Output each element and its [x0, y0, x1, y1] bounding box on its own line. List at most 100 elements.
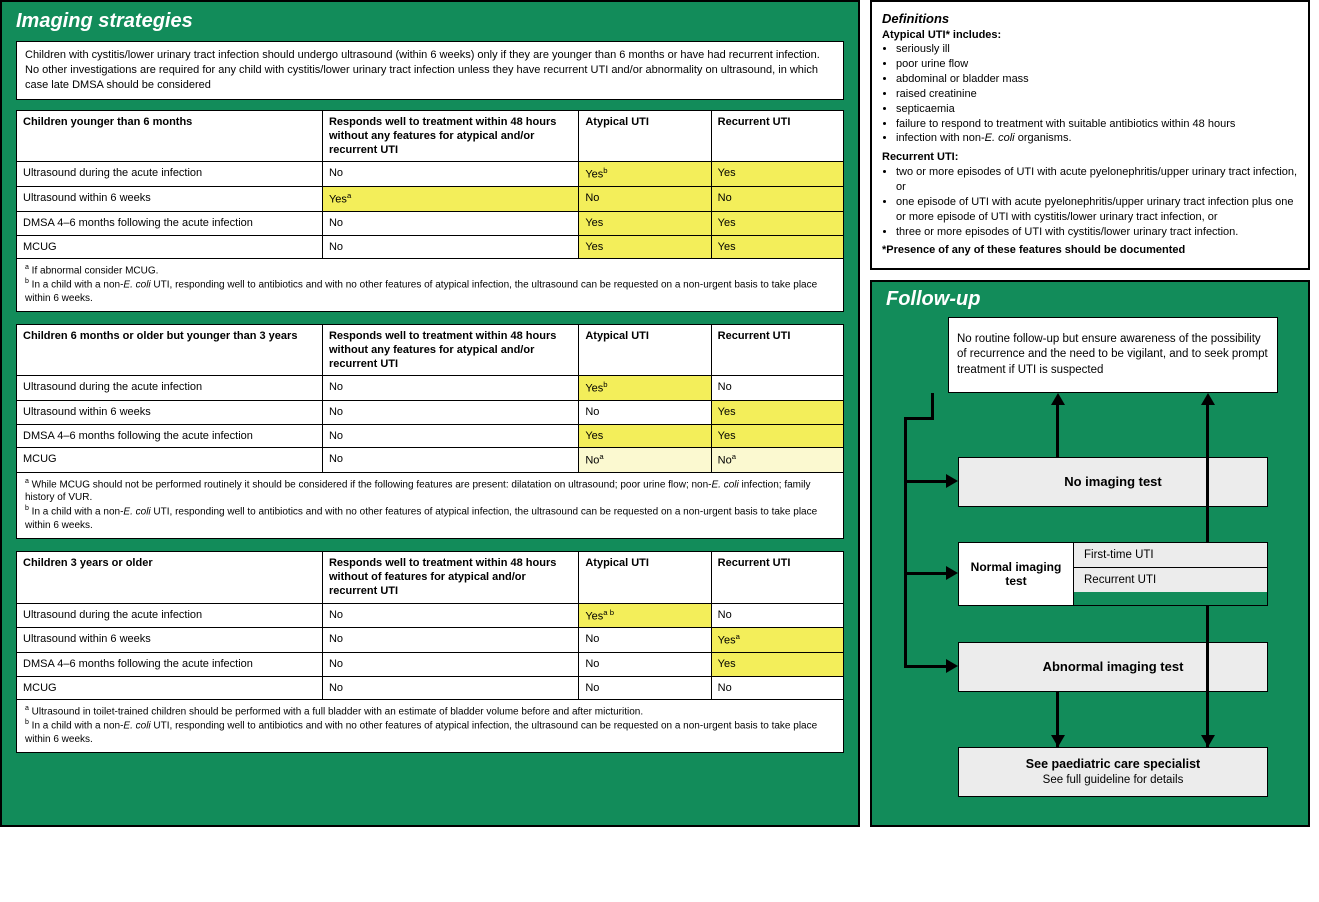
definitions-panel: Definitions Atypical UTI* includes: seri…	[870, 0, 1310, 270]
arrow-abnormal	[946, 659, 958, 673]
table-row: MCUGNoYesYes	[17, 235, 844, 258]
table-footnotes: a Ultrasound in toilet-trained children …	[16, 700, 844, 753]
table-row: Ultrasound within 6 weeksNoNoYes	[17, 401, 844, 424]
value-cell: Yes	[579, 424, 711, 447]
value-cell: Noa	[711, 448, 843, 473]
value-cell: Yes	[711, 401, 843, 424]
normal-imaging-label: Normal imaging test	[959, 543, 1074, 605]
arrow-noimaging	[946, 474, 958, 488]
value-cell: No	[711, 376, 843, 401]
arrowhead-up-noimaging	[1051, 393, 1065, 405]
value-cell: No	[322, 376, 578, 401]
normal-imaging-test-box: Normal imaging test First-time UTI Recur…	[958, 542, 1268, 606]
followup-flowchart: No routine follow-up but ensure awarenes…	[886, 317, 1294, 807]
arrowhead-down-recurrent	[1201, 735, 1215, 747]
value-cell: No	[322, 676, 578, 699]
table-header: Responds well to treatment within 48 hou…	[322, 324, 578, 376]
table-row: Ultrasound within 6 weeksNoNoYesa	[17, 628, 844, 653]
footnote: b In a child with a non-E. coli UTI, res…	[25, 504, 835, 531]
arrow-normal	[946, 566, 958, 580]
footnote: a If abnormal consider MCUG.	[25, 263, 835, 277]
table-footnotes: a If abnormal consider MCUG.b In a child…	[16, 259, 844, 312]
value-cell: No	[322, 235, 578, 258]
list-item: infection with non-E. coli organisms.	[896, 131, 1298, 146]
list-item: one episode of UTI with acute pyelonephr…	[896, 195, 1298, 225]
footnote: a While MCUG should not be performed rou…	[25, 477, 835, 504]
table-row: MCUGNoNoaNoa	[17, 448, 844, 473]
flow-top-stub-v	[931, 393, 934, 420]
arrowhead-up-normal	[1201, 393, 1215, 405]
value-cell: No	[322, 424, 578, 447]
table-row: Ultrasound during the acute infectionNoY…	[17, 603, 844, 628]
imaging-table: Children younger than 6 monthsResponds w…	[16, 110, 844, 259]
definitions-header: Definitions	[882, 10, 1298, 28]
value-cell: Yes	[579, 235, 711, 258]
abnormal-imaging-test-box: Abnormal imaging test	[958, 642, 1268, 692]
list-item: failure to respond to treatment with sui…	[896, 117, 1298, 132]
specialist-box: See paediatric care specialist See full …	[958, 747, 1268, 797]
table-row: DMSA 4–6 months following the acute infe…	[17, 424, 844, 447]
value-cell: No	[711, 603, 843, 628]
imaging-table: Children 6 months or older but younger t…	[16, 324, 844, 473]
value-cell: Yes	[711, 653, 843, 676]
test-cell: Ultrasound within 6 weeks	[17, 628, 323, 653]
recurrent-uti-list: two or more episodes of UTI with acute p…	[882, 165, 1298, 239]
value-cell: No	[579, 653, 711, 676]
value-cell: No	[579, 401, 711, 424]
table-header: Recurrent UTI	[711, 551, 843, 603]
table-header: Children 3 years or older	[17, 551, 323, 603]
value-cell: Yes	[711, 162, 843, 187]
table-row: MCUGNoNoNo	[17, 676, 844, 699]
imaging-table: Children 3 years or olderResponds well t…	[16, 551, 844, 700]
value-cell: Yesa b	[579, 603, 711, 628]
table-header: Atypical UTI	[579, 551, 711, 603]
table-header: Responds well to treatment within 48 hou…	[322, 551, 578, 603]
list-item: poor urine flow	[896, 57, 1298, 72]
value-cell: Noa	[579, 448, 711, 473]
test-cell: DMSA 4–6 months following the acute infe…	[17, 424, 323, 447]
list-item: two or more episodes of UTI with acute p…	[896, 165, 1298, 195]
value-cell: No	[322, 162, 578, 187]
flow-branch-normal	[904, 572, 948, 575]
value-cell: Yesb	[579, 162, 711, 187]
test-cell: DMSA 4–6 months following the acute infe…	[17, 653, 323, 676]
flow-top-stub	[904, 417, 934, 420]
value-cell: No	[322, 603, 578, 628]
test-cell: Ultrasound during the acute infection	[17, 162, 323, 187]
value-cell: No	[322, 212, 578, 235]
flow-branch-noimaging	[904, 480, 948, 483]
value-cell: No	[322, 628, 578, 653]
recurrent-uti-label: Recurrent UTI:	[882, 150, 1298, 165]
test-cell: Ultrasound within 6 weeks	[17, 401, 323, 424]
test-cell: DMSA 4–6 months following the acute infe…	[17, 212, 323, 235]
normal-recurrent-uti: Recurrent UTI	[1074, 568, 1267, 592]
definitions-footnote: *Presence of any of these features shoul…	[882, 243, 1298, 258]
imaging-intro: Children with cystitis/lower urinary tra…	[16, 41, 844, 100]
followup-panel: Follow-up No routine follow-up but ensur…	[870, 280, 1310, 827]
value-cell: No	[711, 187, 843, 212]
table-header: Atypical UTI	[579, 324, 711, 376]
flow-branch-abnormal	[904, 665, 948, 668]
value-cell: Yes	[711, 424, 843, 447]
value-cell: No	[322, 401, 578, 424]
list-item: abdominal or bladder mass	[896, 72, 1298, 87]
table-header: Children younger than 6 months	[17, 110, 323, 162]
test-cell: MCUG	[17, 676, 323, 699]
flow-up-noimaging	[1056, 405, 1059, 457]
test-cell: Ultrasound during the acute infection	[17, 376, 323, 401]
followup-top-box: No routine follow-up but ensure awarenes…	[948, 317, 1278, 393]
flow-down-recurrent	[1206, 606, 1209, 747]
atypical-uti-label: Atypical UTI* includes:	[882, 28, 1298, 43]
imaging-strategies-panel: Imaging strategies Children with cystiti…	[0, 0, 860, 827]
value-cell: No	[579, 676, 711, 699]
table-header: Atypical UTI	[579, 110, 711, 162]
value-cell: No	[711, 676, 843, 699]
value-cell: Yes	[711, 212, 843, 235]
value-cell: No	[579, 187, 711, 212]
list-item: seriously ill	[896, 42, 1298, 57]
list-item: three or more episodes of UTI with cysti…	[896, 225, 1298, 240]
value-cell: Yes	[711, 235, 843, 258]
flow-spine	[904, 417, 907, 667]
table-row: Ultrasound within 6 weeksYesaNoNo	[17, 187, 844, 212]
test-cell: MCUG	[17, 448, 323, 473]
